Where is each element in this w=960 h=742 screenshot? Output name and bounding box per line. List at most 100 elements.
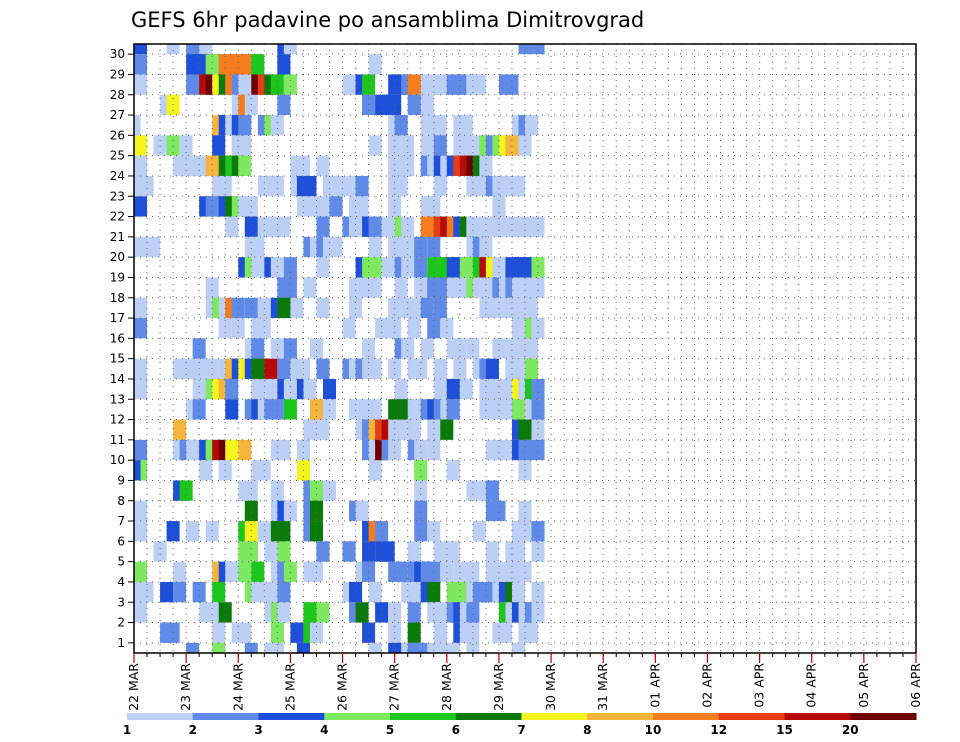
- heatmap-cell: [316, 602, 330, 623]
- heatmap-cell: [394, 419, 408, 440]
- heatmap-cell: [134, 175, 141, 197]
- heatmap-cell: [238, 115, 252, 136]
- heatmap-cell: [257, 521, 271, 542]
- heatmap-cell: [401, 338, 415, 359]
- y-tick-label: 21: [110, 230, 125, 244]
- heatmap-cell: [270, 480, 284, 501]
- heatmap-cell: [375, 521, 389, 542]
- heatmap-cell: [244, 297, 258, 319]
- heatmap-cell: [505, 338, 519, 359]
- heatmap-cell: [296, 155, 310, 176]
- x-tick-label: 01 APR: [647, 663, 662, 708]
- legend-tick-label: 3: [254, 723, 262, 737]
- y-tick-label: 5: [117, 555, 125, 569]
- legend-tick-label: 20: [842, 723, 859, 737]
- legend-swatch: [390, 713, 457, 720]
- heatmap-cell: [277, 521, 291, 542]
- heatmap-cell: [375, 602, 389, 623]
- heatmap-cell: [440, 561, 454, 582]
- heatmap-cell: [303, 175, 317, 197]
- heatmap-cell: [531, 216, 545, 237]
- heatmap-cell: [134, 460, 141, 481]
- heatmap-cell: [420, 74, 434, 95]
- legend-swatch: [653, 713, 720, 720]
- legend-tick-label: 12: [710, 723, 727, 737]
- heatmap-cell: [446, 399, 460, 420]
- heatmap-cell: [525, 338, 539, 359]
- heatmap-cell: [134, 358, 148, 379]
- heatmap-cell: [290, 622, 304, 643]
- heatmap-cell: [153, 541, 167, 562]
- heatmap-cell: [277, 581, 291, 603]
- heatmap-cell: [381, 257, 395, 278]
- x-tick-label: 26 MAR: [335, 663, 350, 711]
- x-tick-label: 24 MAR: [230, 663, 245, 711]
- heatmap-cell: [270, 399, 284, 420]
- legend-tick-label: 7: [517, 723, 525, 737]
- heatmap-cell: [212, 622, 226, 643]
- heatmap-cell: [349, 297, 363, 319]
- y-tick-label: 28: [110, 88, 125, 102]
- heatmap-cell: [329, 236, 343, 258]
- heatmap-cell: [192, 44, 206, 55]
- heatmap-cell: [264, 642, 278, 653]
- heatmap-cell: [368, 581, 382, 603]
- heatmap-cell: [433, 115, 447, 136]
- y-tick-label: 13: [110, 392, 125, 406]
- heatmap-cell: [518, 439, 532, 461]
- heatmap-cell: [466, 602, 480, 623]
- heatmap-cell: [433, 297, 447, 319]
- heatmap-cell: [433, 358, 447, 379]
- heatmap-cell: [342, 541, 356, 562]
- legend-swatch: [784, 713, 851, 720]
- heatmap-cell: [192, 399, 206, 420]
- heatmap-cell: [440, 642, 454, 653]
- heatmap-cell: [427, 439, 441, 461]
- heatmap-cell: [296, 439, 310, 461]
- heatmap-cell: [531, 378, 545, 400]
- heatmap-cell: [505, 135, 519, 156]
- heatmap-cell: [407, 419, 421, 440]
- heatmap-cell: [420, 338, 434, 359]
- heatmap-cell: [362, 338, 376, 359]
- heatmap-cell: [179, 480, 193, 501]
- heatmap-cell: [531, 257, 545, 278]
- heatmap-cell: [134, 378, 148, 400]
- x-tick-label: 27 MAR: [387, 663, 402, 711]
- heatmap-cell: [466, 561, 480, 582]
- heatmap-cell: [511, 642, 525, 653]
- heatmap-cell: [140, 581, 154, 603]
- heatmap-cell: [427, 318, 441, 339]
- heatmap-cell: [388, 439, 402, 461]
- heatmap-cell: [225, 216, 239, 237]
- x-axis: 22 MAR 23 MAR 24 MAR 25 MAR 26 MAR 27 MAR 28 M…: [126, 653, 923, 711]
- heatmap-cell: [349, 216, 363, 237]
- heatmap-cell: [420, 94, 434, 116]
- y-axis: 1234567891011121314151617181920212223242…: [110, 47, 134, 650]
- heatmap-cell: [134, 44, 148, 55]
- heatmap-cell: [381, 541, 395, 562]
- heatmap-cell: [525, 622, 539, 643]
- heatmap-cell: [388, 135, 402, 156]
- heatmap-cell: [251, 561, 265, 582]
- y-tick-label: 30: [110, 47, 125, 61]
- heatmap-cell: [270, 74, 284, 95]
- heatmap-cell: [218, 175, 232, 197]
- heatmap-cell: [238, 561, 252, 582]
- heatmap-cell: [466, 480, 480, 501]
- heatmap-cell: [342, 318, 356, 339]
- y-tick-label: 26: [110, 128, 125, 142]
- heatmap-cell: [368, 216, 382, 237]
- heatmap-cell: [251, 581, 265, 603]
- heatmap-cell: [134, 115, 141, 136]
- legend-swatch: [127, 713, 194, 720]
- heatmap-cell: [303, 277, 317, 298]
- heatmap-cell: [322, 480, 337, 501]
- heatmap-cell: [336, 175, 350, 197]
- heatmap-cell: [173, 419, 187, 440]
- heatmap-cell: [531, 602, 545, 623]
- heatmap-cell: [153, 135, 167, 156]
- heatmap-cell: [134, 196, 148, 217]
- heatmap-cell: [525, 115, 539, 136]
